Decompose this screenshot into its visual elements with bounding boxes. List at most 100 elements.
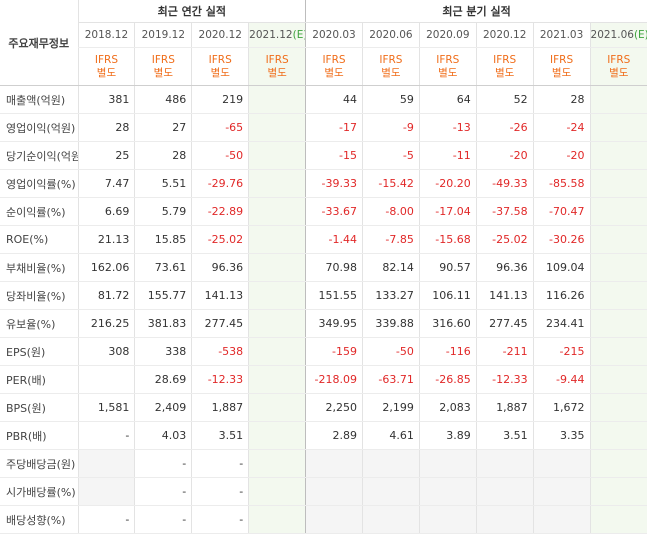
empty-cell — [305, 477, 363, 506]
basis-header: IFRS 별도 — [589, 47, 647, 86]
empty-cell — [418, 477, 477, 506]
empty-cell — [532, 505, 591, 534]
empty-cell — [589, 169, 647, 198]
value-cell: 96.36 — [475, 253, 534, 282]
period: 2021.03 — [539, 29, 584, 41]
empty-cell — [77, 477, 135, 506]
value-cell: 338 — [134, 337, 192, 366]
value-cell: 234.41 — [532, 309, 591, 338]
empty-cell — [589, 253, 647, 282]
value-cell: 486 — [134, 85, 192, 114]
value-cell: -29.76 — [191, 169, 249, 198]
basis: IFRS — [151, 53, 175, 66]
value-cell: -70.47 — [532, 197, 591, 226]
row-label: 영업이익(억원) — [0, 113, 78, 142]
value-cell: 59 — [361, 85, 420, 114]
basis-header: IFRS 별도 — [475, 47, 534, 86]
value-cell: 141.13 — [191, 281, 249, 310]
value-cell: -1.44 — [305, 225, 363, 254]
period: 2021.12 — [249, 29, 293, 41]
basis: 별도 — [381, 66, 401, 79]
value-cell: 3.35 — [532, 421, 591, 450]
period: 2018.12 — [84, 29, 129, 41]
group-header: 최근 연간 실적 — [77, 0, 306, 23]
value-cell: 2,199 — [361, 393, 420, 422]
basis: 별도 — [438, 66, 458, 79]
empty-cell — [589, 449, 647, 478]
basis-header: IFRS 별도 — [532, 47, 591, 86]
empty-cell — [589, 281, 647, 310]
empty-cell — [305, 449, 363, 478]
empty-cell — [77, 365, 135, 394]
value-cell: - — [77, 505, 135, 534]
value-cell: -15.68 — [418, 225, 477, 254]
value-cell: 116.26 — [532, 281, 591, 310]
value-cell: -26 — [475, 113, 534, 142]
value-cell: -12.33 — [191, 365, 249, 394]
empty-cell — [248, 477, 306, 506]
empty-cell — [589, 365, 647, 394]
basis-header: IFRS 별도 — [134, 47, 192, 86]
basis: 별도 — [267, 66, 287, 79]
value-cell: -25.02 — [191, 225, 249, 254]
empty-cell — [589, 113, 647, 142]
value-cell: -159 — [305, 337, 363, 366]
value-cell: 1,887 — [475, 393, 534, 422]
value-cell: -39.33 — [305, 169, 363, 198]
empty-cell — [248, 393, 306, 422]
period-header: 2020.06 — [361, 22, 420, 48]
basis-header: IFRS 별도 — [361, 47, 420, 86]
value-cell: -85.58 — [532, 169, 591, 198]
empty-cell — [532, 449, 591, 478]
value-cell: -116 — [418, 337, 477, 366]
basis: IFRS — [265, 53, 289, 66]
value-cell: - — [77, 421, 135, 450]
value-cell: 82.14 — [361, 253, 420, 282]
empty-cell — [589, 197, 647, 226]
value-cell: -11 — [418, 141, 477, 170]
data-row: 배당성향(%) - - - — [0, 505, 647, 534]
empty-cell — [248, 309, 306, 338]
empty-cell — [77, 449, 135, 478]
empty-cell — [475, 477, 534, 506]
value-cell: -15.42 — [361, 169, 420, 198]
row-label: 배당성향(%) — [0, 505, 78, 534]
value-cell: 151.55 — [305, 281, 363, 310]
period: 2019.12 — [141, 29, 186, 41]
value-cell: -8.00 — [361, 197, 420, 226]
value-cell: 339.88 — [361, 309, 420, 338]
basis: IFRS — [493, 53, 517, 66]
empty-cell — [589, 393, 647, 422]
value-cell: - — [191, 449, 249, 478]
basis: 별도 — [96, 66, 117, 79]
empty-cell — [305, 505, 363, 534]
basis-row: IFRS 별도 IFRS 별도 IFRS 별도 IFRS 별도 IFRS 별도 IFRS 별도 IFRS… — [0, 47, 647, 86]
value-cell: -15 — [305, 141, 363, 170]
row-label: 당좌비율(%) — [0, 281, 78, 310]
row-label: 영업이익률(%) — [0, 169, 78, 198]
value-cell: -17 — [305, 113, 363, 142]
empty-cell — [248, 197, 306, 226]
value-cell: 15.85 — [134, 225, 192, 254]
empty-cell — [248, 421, 306, 450]
value-cell: 6.69 — [77, 197, 135, 226]
empty-cell — [475, 505, 534, 534]
period: 2020.06 — [369, 29, 413, 41]
row-label: 당기순이익(억원) — [0, 141, 78, 170]
value-cell: - — [134, 449, 192, 478]
value-cell: -5 — [361, 141, 420, 170]
data-row: EPS(원) 308 338 -538 -159 -50 -116 -211 -215 — [0, 337, 647, 366]
value-cell: -49.33 — [475, 169, 534, 198]
period-header: 2020.12 — [191, 22, 249, 48]
basis-header: IFRS 별도 — [191, 47, 249, 86]
empty-cell — [248, 337, 306, 366]
period-header: 2020.03 — [305, 22, 363, 48]
value-cell: -63.71 — [361, 365, 420, 394]
row-label: BPS(원) — [0, 393, 78, 422]
value-cell: -12.33 — [475, 365, 534, 394]
corner-header: 주요재무정보 — [0, 0, 78, 86]
value-cell: -50 — [361, 337, 420, 366]
empty-cell — [361, 449, 420, 478]
value-cell: 141.13 — [475, 281, 534, 310]
